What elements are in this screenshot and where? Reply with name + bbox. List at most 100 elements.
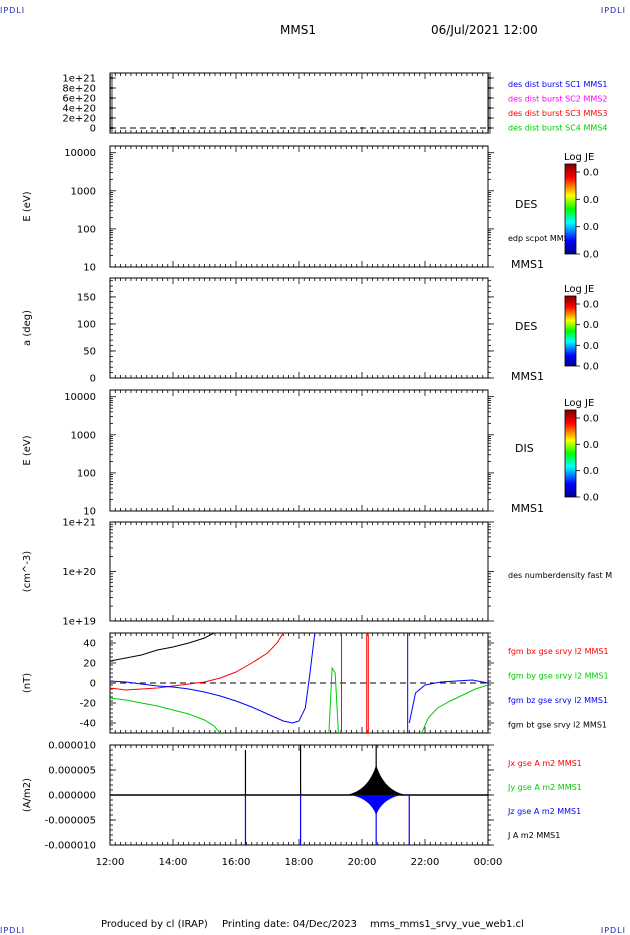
y-tick-label: 0 (90, 679, 96, 690)
panel-frame-dist-burst (109, 72, 489, 134)
x-tick-label: 12:00 (96, 857, 125, 868)
series-legend: fgm bt gse srvy l2 MMS1 (508, 721, 607, 730)
series-legend: des dist burst SC3 MMS3 (508, 109, 607, 118)
y-axis-label: E (eV) (22, 191, 33, 221)
y-tick-label: 1e+20 (62, 567, 96, 578)
x-tick-label: 20:00 (348, 857, 377, 868)
colorbar-label: 0.0 (583, 250, 599, 261)
y-tick-label: 0 (90, 124, 96, 135)
y-tick-label: 100 (77, 224, 96, 235)
colorbar-label: 0.0 (583, 222, 599, 233)
y-tick-label: 40 (83, 639, 96, 650)
x-tick-label: 22:00 (411, 857, 440, 868)
panel-frame-density (109, 521, 489, 622)
corner-tag-top-left: IPDLI (0, 6, 26, 15)
y-tick-label: 150 (77, 292, 96, 303)
y-tick-label: 100 (77, 468, 96, 479)
series-line (328, 666, 339, 733)
series-legend: fgm bz gse srvy l2 MMS1 (508, 696, 608, 705)
y-tick-label: 0 (90, 374, 96, 385)
series-line (110, 633, 215, 662)
y-axis-label: a (deg) (22, 310, 33, 346)
y-tick-label: 0.000000 (48, 791, 96, 802)
colorbar-label: 0.0 (583, 300, 599, 311)
footer-printing-date: Printing date: 04/Dec/2023 (222, 919, 358, 930)
series-legend: des dist burst SC2 MMS2 (508, 95, 607, 104)
colorbar-label: 0.0 (583, 168, 599, 179)
series-legend: Jx gse A m2 MMS1 (507, 759, 582, 768)
panel-frame-des-pitch (109, 277, 489, 379)
y-tick-label: 6e+20 (62, 94, 96, 105)
spacecraft-label: MMS1 (511, 258, 544, 271)
colorbar-label: 0.0 (583, 362, 599, 373)
y-tick-label: 10 (83, 507, 96, 518)
y-tick-label: 1e+19 (62, 617, 96, 628)
x-tick-label: 16:00 (222, 857, 251, 868)
y-tick-label: 1e+21 (62, 518, 96, 529)
series-legend: fgm bx gse srvy l2 MMS1 (508, 647, 609, 656)
y-tick-label: 0.000010 (48, 741, 96, 752)
mission-title: MMS1 (280, 23, 316, 37)
y-tick-label: 2e+20 (62, 114, 96, 125)
y-tick-label: 20 (83, 659, 96, 670)
date-time: 06/Jul/2021 12:00 (431, 23, 538, 37)
series-line (110, 633, 284, 691)
colorbar (564, 163, 577, 255)
panel-frame-dis-energy (109, 389, 489, 512)
y-axis-label: (cm^-3) (22, 551, 33, 592)
series-legend: des dist burst SC1 MMS1 (508, 80, 607, 89)
colorbar-title: Log JE (564, 284, 594, 295)
x-tick-label: 18:00 (285, 857, 314, 868)
x-tick-label: 14:00 (159, 857, 188, 868)
y-axis-label: (A/m2) (22, 778, 33, 812)
series-line (421, 684, 488, 733)
colorbar-title: Log JE (564, 152, 594, 163)
y-axis-label: (nT) (22, 673, 33, 693)
series-legend: des numberdensity fast M (508, 571, 612, 580)
series-line (408, 679, 488, 724)
corner-tag-top-right: IPDLI (600, 6, 626, 15)
series-legend: Jz gse A m2 MMS1 (507, 807, 581, 816)
colorbar (564, 409, 577, 498)
spacecraft-label: MMS1 (511, 370, 544, 383)
colorbar-label: 0.0 (583, 440, 599, 451)
series-line (110, 697, 221, 733)
y-axis-label: E (eV) (22, 435, 33, 465)
y-tick-label: 8e+20 (62, 84, 96, 95)
series-burst (351, 795, 402, 815)
corner-tag-bottom-left: IPDLI (0, 926, 26, 935)
footer-filename: mms_mms1_srvy_vue_web1.cl (370, 919, 524, 930)
colorbar-label: 0.0 (583, 195, 599, 206)
y-tick-label: 10000 (64, 148, 96, 159)
y-tick-label: 4e+20 (62, 104, 96, 115)
colorbar-label: 0.0 (583, 320, 599, 331)
series-line (110, 633, 316, 724)
y-tick-label: -0.000010 (45, 841, 96, 852)
y-tick-label: 100 (77, 319, 96, 330)
y-tick-label: 50 (83, 346, 96, 357)
colorbar-label: 0.0 (583, 493, 599, 504)
y-tick-label: 10 (83, 263, 96, 274)
series-legend: J A m2 MMS1 (507, 831, 560, 840)
series-legend: des dist burst SC4 MMS4 (508, 124, 607, 133)
y-tick-label: 1000 (71, 186, 96, 197)
y-tick-label: -40 (80, 719, 96, 730)
colorbar-title: Log JE (564, 398, 594, 409)
spacecraft-label: MMS1 (511, 502, 544, 515)
species-label: DIS (515, 442, 534, 455)
footer-produced: Produced by cl (IRAP) (101, 919, 208, 930)
y-tick-label: -20 (80, 699, 96, 710)
series-legend: fgm by gse srvy l2 MMS1 (508, 672, 609, 681)
series-legend: Jy gse A m2 MMS1 (507, 783, 582, 792)
y-tick-label: -0.000005 (45, 816, 96, 827)
species-label: DES (515, 198, 537, 211)
y-tick-label: 10000 (64, 392, 96, 403)
colorbar-label: 0.0 (583, 341, 599, 352)
panel-frame-des-energy (109, 145, 489, 268)
x-tick-label: 00:00 (474, 857, 503, 868)
y-tick-label: 0.000005 (48, 766, 96, 777)
colorbar-label: 0.0 (583, 466, 599, 477)
overlay-label: edp scpot MMS1 (508, 234, 574, 243)
colorbar (564, 295, 577, 367)
